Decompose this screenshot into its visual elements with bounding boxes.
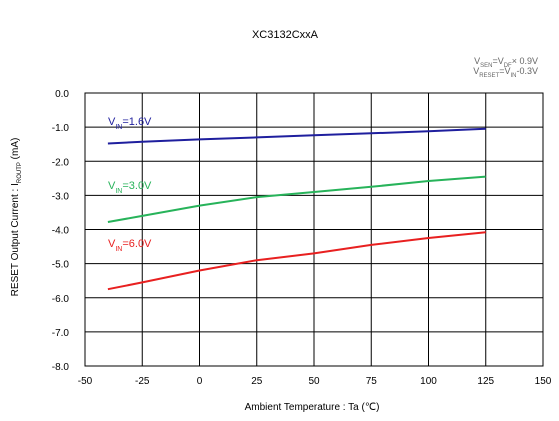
condition-rest: -0.3V [516,66,538,76]
y-axis-label-main: RESET Output Current : I [10,183,21,296]
condition-rest: × 0.9V [512,56,538,66]
condition-sub: SEN [480,63,492,69]
x-tick-label: -50 [78,376,93,387]
x-tick-label: 0 [197,376,203,387]
x-axis-label: Ambient Temperature : Ta (℃) [245,402,380,413]
y-axis-ticks: 0.0 -1.0 -2.0 -3.0 -4.0 -5.0 -6.0 -7.0 -8.0 [52,89,70,373]
series-label-rest: =1.6V [122,116,152,128]
condition-rest: =V [499,66,510,76]
y-tick-label: -3.0 [52,191,70,202]
series-label-sub: IN [115,124,122,131]
x-tick-label: 100 [420,376,437,387]
y-tick-label: -8.0 [52,362,70,373]
condition-sub: RESET [479,73,499,79]
x-tick-label: 125 [477,376,494,387]
y-tick-label: -6.0 [52,294,70,305]
y-tick-label: -7.0 [52,328,70,339]
y-axis-label: RESET Output Current : IROUTP (mA) [10,138,23,297]
series-label-rest: =6.0V [122,238,152,250]
series-label-sub: IN [115,246,122,253]
chart-title: XC3132CxxA [252,29,319,41]
x-tick-label: -25 [135,376,150,387]
condition-rest: =V [492,56,503,66]
x-tick-label: 25 [251,376,263,387]
y-axis-label-sub: ROUTP [17,162,23,183]
x-tick-label: 50 [308,376,320,387]
y-tick-label: -1.0 [52,123,70,134]
y-tick-label: -2.0 [52,157,70,168]
y-axis-label-unit: (mA) [10,138,21,162]
series-label-sub: IN [115,188,122,195]
y-tick-label: 0.0 [55,89,69,100]
series-label-rest: =3.0V [122,180,152,192]
y-tick-label: -4.0 [52,226,70,237]
plot-area [85,93,543,366]
y-tick-label: -5.0 [52,260,70,271]
x-axis-ticks: -50 -25 0 25 50 75 100 125 150 [78,376,552,387]
x-tick-label: 75 [366,376,378,387]
x-tick-label: 150 [535,376,552,387]
